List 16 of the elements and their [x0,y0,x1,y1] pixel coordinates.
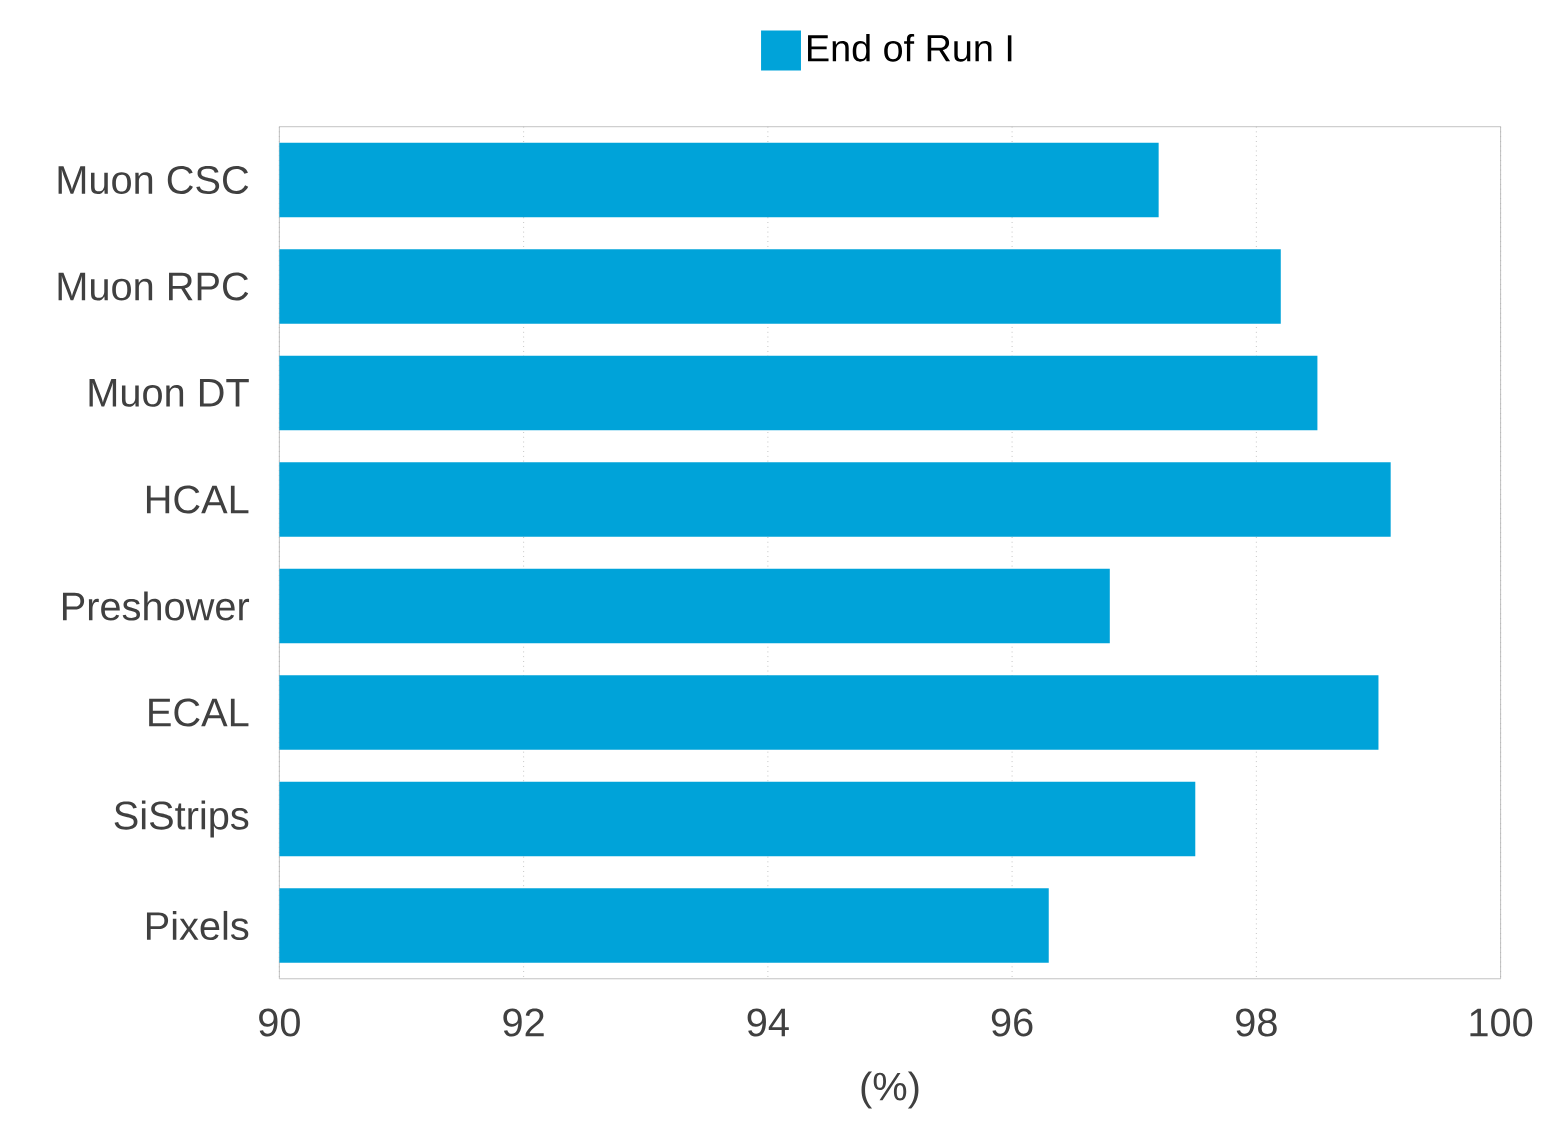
x-tick-label: 92 [503,1008,544,1037]
legend-label: End of Run I [808,33,1012,62]
x-tick-label: 96 [991,1008,1033,1037]
x-axis-title: (%) [861,1071,919,1109]
x-tick-label: 90 [259,1008,300,1037]
y-tick-label: SiStrips [114,800,249,838]
x-tick-label: 94 [747,1008,789,1037]
y-tick-label: Preshower [62,591,250,621]
y-tick-label: Muon DT [89,378,249,407]
y-tick-label: HCAL [146,485,249,514]
y-tick-label: Pixels [146,910,249,940]
x-tick-label: 98 [1236,1008,1277,1037]
x-tick-label: 100 [1470,1008,1533,1037]
y-tick-label: Muon RPC [58,272,249,301]
y-tick-label: ECAL [149,698,249,727]
y-tick-label: Muon CSC [58,165,249,194]
